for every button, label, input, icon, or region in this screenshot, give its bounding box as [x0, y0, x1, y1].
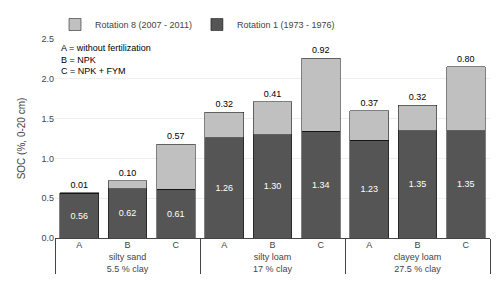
svg-text:B: B [124, 240, 130, 250]
svg-text:0.80: 0.80 [457, 54, 475, 64]
svg-text:1.5: 1.5 [41, 114, 54, 124]
svg-text:0.10: 0.10 [119, 168, 137, 178]
svg-text:0.32: 0.32 [215, 99, 233, 109]
svg-text:silty loam17 % clay: silty loam17 % clay [253, 252, 293, 274]
svg-text:0.5: 0.5 [41, 193, 54, 203]
svg-text:1.35: 1.35 [409, 179, 427, 189]
svg-text:B: B [414, 240, 420, 250]
svg-text:C: C [173, 240, 180, 250]
svg-text:1.26: 1.26 [215, 183, 233, 193]
svg-text:0.92: 0.92 [312, 45, 330, 55]
svg-text:1.34: 1.34 [312, 180, 330, 190]
svg-text:0.32: 0.32 [409, 92, 427, 102]
svg-text:0.62: 0.62 [119, 208, 137, 218]
svg-text:1.23: 1.23 [360, 184, 378, 194]
svg-text:Rotation 8 (2007 - 2011): Rotation 8 (2007 - 2011) [95, 20, 192, 30]
svg-text:0.0: 0.0 [41, 233, 54, 243]
svg-text:A: A [366, 240, 372, 250]
svg-text:0.57: 0.57 [167, 131, 185, 141]
svg-text:clayey loam27.5 % clay: clayey loam27.5 % clay [394, 252, 442, 274]
svg-text:2.5: 2.5 [41, 34, 54, 44]
svg-text:A: A [221, 240, 227, 250]
svg-text:silty sand5.5 % clay: silty sand5.5 % clay [107, 252, 149, 274]
svg-text:0.56: 0.56 [70, 211, 88, 221]
svg-text:C: C [463, 240, 470, 250]
svg-text:0.37: 0.37 [360, 98, 378, 108]
svg-text:C: C [318, 240, 325, 250]
svg-text:1.30: 1.30 [264, 181, 282, 191]
svg-text:0.61: 0.61 [167, 209, 185, 219]
svg-text:2.0: 2.0 [41, 74, 54, 84]
svg-text:A = without fertilizationB = N: A = without fertilizationB = NPKC = NPK … [61, 43, 151, 76]
svg-text:B: B [269, 240, 275, 250]
svg-text:0.41: 0.41 [264, 89, 282, 99]
svg-text:A: A [76, 240, 82, 250]
svg-text:SOC (%, 0-20 cm): SOC (%, 0-20 cm) [16, 98, 27, 180]
svg-text:0.01: 0.01 [70, 180, 88, 190]
svg-text:1.35: 1.35 [457, 179, 475, 189]
svg-text:1.0: 1.0 [41, 154, 54, 164]
svg-text:Rotation 1 (1973 - 1976): Rotation 1 (1973 - 1976) [237, 20, 335, 30]
